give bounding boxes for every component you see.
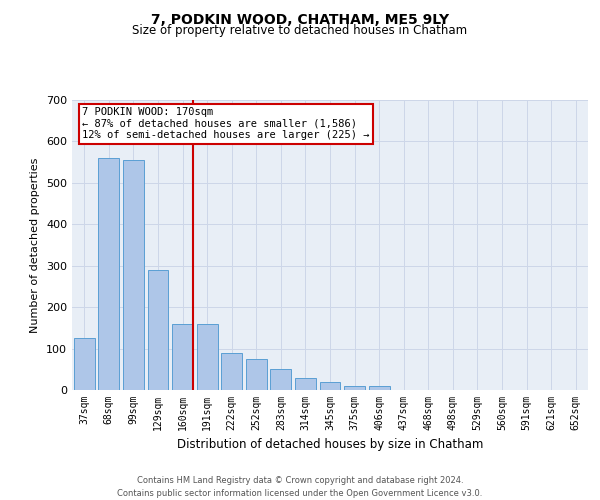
Bar	[295, 378, 316, 390]
Bar	[172, 324, 193, 390]
Bar	[320, 382, 340, 390]
Bar	[98, 158, 119, 390]
Y-axis label: Number of detached properties: Number of detached properties	[31, 158, 40, 332]
Bar	[148, 270, 169, 390]
Text: Size of property relative to detached houses in Chatham: Size of property relative to detached ho…	[133, 24, 467, 37]
Text: Contains HM Land Registry data © Crown copyright and database right 2024.
Contai: Contains HM Land Registry data © Crown c…	[118, 476, 482, 498]
X-axis label: Distribution of detached houses by size in Chatham: Distribution of detached houses by size …	[177, 438, 483, 452]
Bar	[368, 386, 389, 390]
Text: 7 PODKIN WOOD: 170sqm
← 87% of detached houses are smaller (1,586)
12% of semi-d: 7 PODKIN WOOD: 170sqm ← 87% of detached …	[82, 108, 370, 140]
Bar	[197, 324, 218, 390]
Bar	[344, 386, 365, 390]
Text: 7, PODKIN WOOD, CHATHAM, ME5 9LY: 7, PODKIN WOOD, CHATHAM, ME5 9LY	[151, 12, 449, 26]
Bar	[271, 370, 292, 390]
Bar	[123, 160, 144, 390]
Bar	[246, 359, 267, 390]
Bar	[221, 352, 242, 390]
Bar	[74, 338, 95, 390]
